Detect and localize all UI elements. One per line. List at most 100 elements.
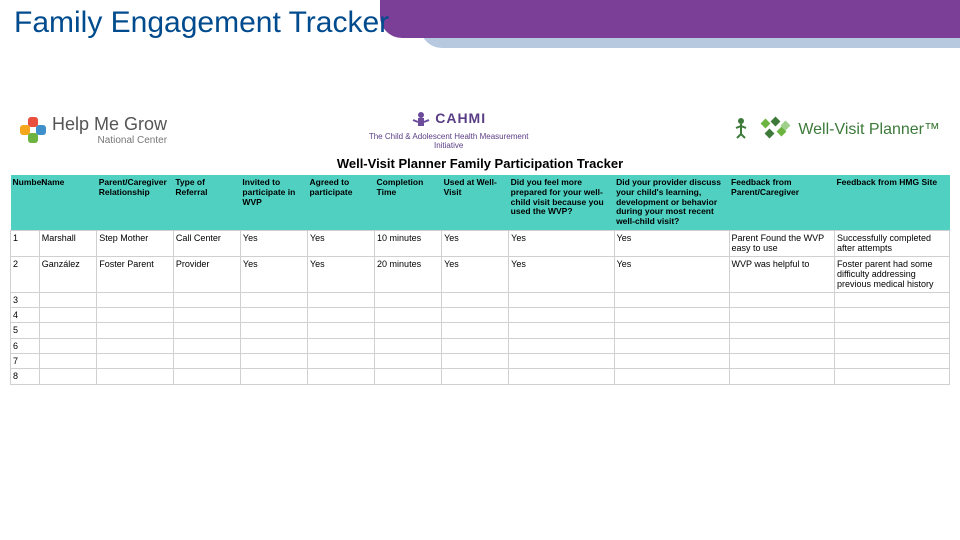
table-cell xyxy=(729,369,834,384)
table-cell: Foster Parent xyxy=(97,256,174,292)
table-cell: 20 minutes xyxy=(375,256,442,292)
col-header: Feedback from HMG Site xyxy=(834,175,949,230)
table-cell xyxy=(173,307,240,322)
table-cell: Provider xyxy=(173,256,240,292)
table-cell xyxy=(729,292,834,307)
table-cell xyxy=(240,353,307,368)
table-cell xyxy=(240,369,307,384)
table-cell xyxy=(375,323,442,338)
table-cell: 2 xyxy=(11,256,40,292)
table-cell xyxy=(509,292,614,307)
cahmi-icon xyxy=(411,110,431,132)
table-cell xyxy=(97,369,174,384)
table-cell xyxy=(375,353,442,368)
wvp-person-icon xyxy=(730,116,752,145)
table-cell: Yes xyxy=(442,256,509,292)
table-row: 3 xyxy=(11,292,950,307)
tracker-table: Number Name Parent/Caregiver Relationshi… xyxy=(10,175,950,385)
table-cell xyxy=(173,323,240,338)
hmg-logo-text: Help Me Grow xyxy=(52,114,167,134)
table-cell: Ganzález xyxy=(39,256,96,292)
col-header: Number xyxy=(11,175,40,230)
table-cell xyxy=(97,338,174,353)
table-cell xyxy=(442,292,509,307)
table-cell xyxy=(39,369,96,384)
cahmi-name: CAHMI xyxy=(435,110,486,126)
table-cell: Yes xyxy=(307,256,374,292)
table-row: 2GanzálezFoster ParentProviderYesYes20 m… xyxy=(11,256,950,292)
table-cell xyxy=(614,307,729,322)
table-cell xyxy=(614,369,729,384)
table-cell xyxy=(442,307,509,322)
table-row: 4 xyxy=(11,307,950,322)
col-header: Type of Referral xyxy=(173,175,240,230)
table-cell xyxy=(729,307,834,322)
table-cell xyxy=(375,292,442,307)
table-cell xyxy=(307,369,374,384)
table-cell xyxy=(729,353,834,368)
table-cell xyxy=(614,338,729,353)
table-cell xyxy=(39,307,96,322)
header-band: Family Engagement Tracker xyxy=(0,0,960,60)
table-cell xyxy=(375,307,442,322)
col-header: Invited to participate in WVP xyxy=(240,175,307,230)
sheet-title: Well-Visit Planner Family Participation … xyxy=(10,156,950,171)
table-cell xyxy=(307,292,374,307)
table-cell xyxy=(442,323,509,338)
table-cell xyxy=(97,323,174,338)
col-header: Did you feel more prepared for your well… xyxy=(509,175,614,230)
table-body: 1MarshallStep MotherCall CenterYesYes10 … xyxy=(11,230,950,384)
table-cell: 6 xyxy=(11,338,40,353)
table-cell: Yes xyxy=(307,230,374,256)
table-cell xyxy=(509,338,614,353)
table-cell: Successfully completed after attempts xyxy=(834,230,949,256)
table-cell xyxy=(509,323,614,338)
table-cell xyxy=(240,338,307,353)
col-header: Did your provider discuss your child's l… xyxy=(614,175,729,230)
logo-help-me-grow: Help Me Grow National Center xyxy=(20,114,167,146)
cahmi-sub: The Child & Adolescent Health Measuremen… xyxy=(369,132,529,150)
table-cell xyxy=(509,353,614,368)
table-cell xyxy=(240,323,307,338)
table-cell xyxy=(834,338,949,353)
table-cell xyxy=(375,369,442,384)
decor-band-purple xyxy=(380,0,960,38)
table-cell xyxy=(307,323,374,338)
table-cell xyxy=(240,292,307,307)
table-row: 5 xyxy=(11,323,950,338)
table-cell xyxy=(39,353,96,368)
table-cell xyxy=(39,292,96,307)
table-row: 6 xyxy=(11,338,950,353)
table-cell: WVP was helpful to xyxy=(729,256,834,292)
hmg-flower-icon xyxy=(20,117,46,143)
table-cell xyxy=(97,292,174,307)
table-cell: Step Mother xyxy=(97,230,174,256)
col-header: Parent/Caregiver Relationship xyxy=(97,175,174,230)
table-cell: 10 minutes xyxy=(375,230,442,256)
table-cell xyxy=(173,353,240,368)
table-cell xyxy=(97,353,174,368)
table-cell xyxy=(509,369,614,384)
col-header: Completion Time xyxy=(375,175,442,230)
table-cell: Yes xyxy=(240,230,307,256)
table-cell xyxy=(173,338,240,353)
table-cell xyxy=(173,369,240,384)
table-cell xyxy=(97,307,174,322)
table-cell: 3 xyxy=(11,292,40,307)
table-cell xyxy=(729,338,834,353)
table-cell: Yes xyxy=(509,256,614,292)
table-row: 1MarshallStep MotherCall CenterYesYes10 … xyxy=(11,230,950,256)
table-header: Number Name Parent/Caregiver Relationshi… xyxy=(11,175,950,230)
table-cell: Yes xyxy=(614,230,729,256)
table-cell xyxy=(39,338,96,353)
col-header: Used at Well-Visit xyxy=(442,175,509,230)
table-cell xyxy=(614,292,729,307)
table-cell xyxy=(834,307,949,322)
wvp-logo-text: Well-Visit Planner™ xyxy=(798,121,940,139)
table-cell xyxy=(307,307,374,322)
table-cell xyxy=(509,307,614,322)
col-header: Agreed to participate xyxy=(307,175,374,230)
table-cell xyxy=(834,369,949,384)
page-title: Family Engagement Tracker xyxy=(14,6,389,40)
table-row: 7 xyxy=(11,353,950,368)
